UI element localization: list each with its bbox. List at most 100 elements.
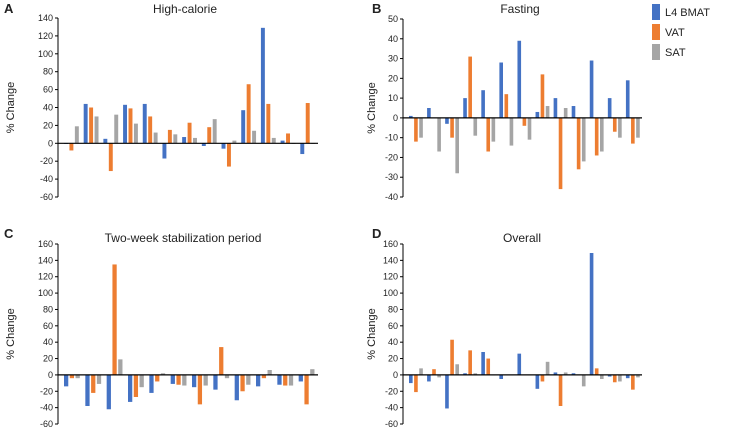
bar-sat-5 [160,373,166,375]
y-tick-label: -10 [385,133,398,143]
bar-vat-11 [594,117,599,156]
y-tick-label: 40 [43,337,53,347]
bar-bmat-7 [192,374,197,388]
bar-bmat-8 [535,111,540,118]
y-tick-label: -40 [385,403,398,413]
bar-bmat-9 [221,143,226,149]
bar-vat-8 [219,347,224,375]
y-tick-label: 120 [38,272,53,282]
bar-sat-6 [173,134,178,144]
legend-label-vat: VAT [665,27,685,39]
y-tick-label: 40 [388,34,398,44]
bar-bmat-13 [625,374,630,379]
y-tick-label: 40 [388,337,398,347]
bar-vat-9 [226,143,231,167]
bar-sat-4 [473,117,478,136]
bar-vat-5 [155,374,160,382]
y-tick-label: 10 [388,93,398,103]
panel-letter: B [372,1,381,16]
bar-bmat-8 [535,374,540,389]
bar-bmat-12 [607,374,612,377]
panel-A: A High-calorie % Change -60 -40 -20 0 20 40 60 80 1… [4,1,318,202]
bar-vat-9 [558,374,563,406]
bar-bmat-4 [463,98,467,118]
bar-bmat-5 [142,103,147,144]
bar-vat-7 [187,122,192,144]
y-tick-label: 20 [43,120,53,130]
bar-bmat-5 [481,352,485,375]
bar-vat-9 [240,374,245,392]
bar-bmat-11 [589,253,594,375]
bar-bmat-8 [201,143,206,146]
y-tick-label: -40 [40,403,53,413]
bar-sat-11 [271,137,276,144]
y-tick-label: 30 [388,54,398,64]
bar-bmat-13 [300,143,305,155]
bar-sat-4 [473,373,478,375]
bar-bmat-13 [625,80,630,118]
y-tick-label: 140 [38,255,53,265]
bar-bmat-9 [553,372,558,375]
bar-sat-1 [419,117,423,138]
bar-vat-10 [261,374,267,379]
bar-bmat-6 [162,143,167,159]
bar-bmat-12 [607,98,612,118]
y-tick-label: -20 [385,152,398,162]
y-axis-label: % Change [366,82,378,133]
bar-sat-5 [491,117,496,142]
bar-vat-10 [246,84,251,144]
bar-sat-9 [563,372,568,375]
y-tick-label: 100 [383,288,398,298]
bar-bmat-7 [182,137,187,144]
bar-sat-2 [437,117,441,152]
y-tick-label: -40 [385,192,398,202]
bar-vat-2 [89,107,94,144]
bar-bmat-3 [445,374,449,409]
bar-vat-12 [612,374,617,383]
y-tick-label: 20 [43,354,53,364]
y-tick-label: 20 [388,354,398,364]
legend-label-sat: SAT [665,47,686,59]
y-tick-label: 100 [38,49,53,59]
y-tick-label: 60 [43,321,53,331]
bar-bmat-2 [427,108,431,118]
bar-vat-8 [207,127,212,144]
bar-vat-11 [594,368,599,375]
bar-sat-10 [252,130,257,144]
bar-bmat-4 [128,374,133,402]
bar-sat-2 [96,374,102,384]
bar-bmat-1 [409,115,413,118]
y-tick-label: -20 [40,386,53,396]
bar-bmat-10 [241,110,246,144]
bar-sat-11 [288,374,294,386]
y-tick-label: -20 [385,386,398,396]
y-tick-label: -60 [385,419,398,427]
bar-bmat-11 [589,60,594,118]
legend: L4 BMAT VAT SAT [652,4,710,60]
bar-vat-13 [631,374,635,390]
y-tick-label: -30 [385,172,398,182]
y-tick-label: 80 [43,67,53,77]
bar-sat-3 [455,364,459,375]
bar-vat-4 [133,374,139,397]
y-tick-label: 0 [393,113,398,123]
bar-vat-12 [304,374,309,405]
y-tick-label: 50 [388,14,398,24]
bar-vat-6 [167,129,172,144]
y-tick-label: 120 [38,31,53,41]
y-tick-label: 80 [43,304,53,314]
bar-bmat-11 [260,27,265,144]
y-axis-label: % Change [5,308,17,359]
panel-C: C Two-week stabilization period % Change -6… [4,226,318,427]
bar-sat-8 [224,374,230,379]
bar-sat-7 [193,137,197,144]
panel-title: Overall [503,231,541,245]
bar-vat-5 [148,116,153,144]
panel-B: B Fasting % Change -40 -30 -20 -10 0 10 20 30 40 50 [366,1,642,202]
y-tick-label: 160 [383,239,398,249]
bar-vat-8 [540,74,545,118]
bar-sat-9 [232,140,237,144]
bar-bmat-2 [85,374,90,406]
bar-sat-12 [618,117,622,138]
